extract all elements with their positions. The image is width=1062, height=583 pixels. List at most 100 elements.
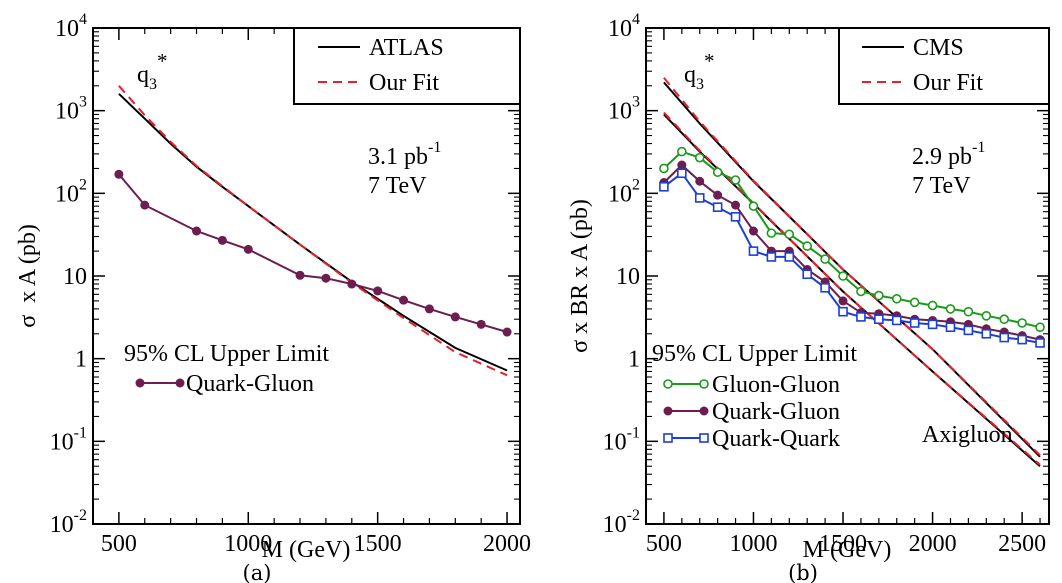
legend-label-our-fit-a: Our Fit <box>369 70 439 96</box>
point-quark-quark-b-1 <box>677 168 687 179</box>
energy-label-b: 7 TeV <box>912 173 971 199</box>
point-quark-quark-b-21 <box>1035 338 1045 348</box>
x-axis-label-a: M (GeV) <box>262 537 351 563</box>
x-tick-label-b-1: 1000 <box>729 531 777 557</box>
energy-label-a: 7 TeV <box>368 173 427 199</box>
point-quark-gluon-a-12 <box>476 319 486 329</box>
panel-caption-b: (b) <box>788 561 818 583</box>
limit-legend-marker-qg-a-2 <box>175 378 185 388</box>
y-axis-label-a: σ x A (pb) <box>15 224 41 328</box>
limit-legend-marker-qq-1 <box>663 433 673 443</box>
point-quark-quark-b-3 <box>712 202 723 212</box>
legend-box-a <box>293 27 521 105</box>
point-quark-gluon-a-5 <box>295 270 305 280</box>
point-quark-gluon-b-1 <box>677 160 687 170</box>
model-label-a: q3* <box>137 49 168 93</box>
point-gluon-gluon-b-16 <box>945 304 956 314</box>
point-gluon-gluon-b-6 <box>766 228 777 238</box>
point-quark-gluon-a-10 <box>424 304 434 314</box>
point-gluon-gluon-b-15 <box>927 300 938 311</box>
point-quark-gluon-a-2 <box>192 226 202 236</box>
point-quark-quark-b-13 <box>891 315 902 326</box>
luminosity-label-a: 3.1 pb-1 <box>368 139 441 170</box>
point-quark-quark-b-17 <box>963 325 974 336</box>
limit-legend-quark-gluon-a: Quark-Gluon <box>135 371 314 397</box>
point-quark-quark-b-9 <box>820 282 830 293</box>
point-quark-gluon-a-9 <box>399 295 409 305</box>
series-quark-quark-b <box>663 171 1041 344</box>
ticks-layer-b: 500 1000 1500 2000 2500 10-2 10-1 1 10 102 103 104 <box>603 11 1049 557</box>
point-quark-gluon-a-0 <box>114 169 124 179</box>
point-gluon-gluon-b-7 <box>784 229 795 240</box>
legend-label-atlas: ATLAS <box>369 35 444 61</box>
x-tick-label-b-0: 500 <box>646 531 682 557</box>
legend-b: CMS Our Fit <box>838 27 1050 105</box>
y-tick-label-b-3: 10 <box>616 264 640 290</box>
point-quark-gluon-a-1 <box>140 200 150 210</box>
limit-legend-marker-qg-a-1 <box>135 378 145 388</box>
point-quark-gluon-a-13 <box>502 327 512 337</box>
x-tick-label-a-0: 500 <box>101 531 137 557</box>
limit-legend-label-gg: Gluon-Gluon <box>712 372 840 398</box>
point-quark-quark-b-2 <box>694 193 705 203</box>
point-quark-quark-b-0 <box>659 181 669 192</box>
point-quark-quark-b-5 <box>748 246 759 256</box>
point-quark-gluon-a-7 <box>347 279 357 289</box>
series-our-fit-axigluon-b <box>663 111 1041 466</box>
point-quark-gluon-a-8 <box>373 286 383 296</box>
point-quark-quark-b-7 <box>784 252 795 262</box>
point-gluon-gluon-b-13 <box>891 293 902 304</box>
point-gluon-gluon-b-17 <box>963 306 974 317</box>
point-quark-gluon-b-10 <box>838 296 848 306</box>
point-gluon-gluon-b-2 <box>694 152 705 163</box>
x-tick-label-a-3: 2000 <box>483 531 531 557</box>
y-tick-label-a-6: 104 <box>55 11 87 42</box>
chart-panel-a: 500 1000 1500 2000 10-2 10-1 1 10 102 103 104 M (G… <box>15 11 531 583</box>
y-tick-label-b-2: 1 <box>628 347 640 373</box>
luminosity-label-b: 2.9 pb-1 <box>912 139 985 170</box>
x-axis-label-b: M (GeV) <box>803 537 892 563</box>
x-tick-label-b-2: 1500 <box>819 531 867 557</box>
point-gluon-gluon-b-21 <box>1035 322 1045 333</box>
point-gluon-gluon-b-12 <box>874 290 884 301</box>
point-quark-gluon-a-3 <box>217 235 227 245</box>
limit-legend-title-b: 95% CL Upper Limit <box>652 341 857 367</box>
series-quark-gluon-a <box>118 173 508 333</box>
chart-panel-b: 500 1000 1500 2000 250010-210-1110102103104 … <box>567 11 1050 583</box>
limit-legend-marker-qq-2 <box>699 433 709 443</box>
point-quark-quark-b-12 <box>874 314 884 325</box>
x-tick-label-b-4: 2500 <box>998 531 1046 557</box>
point-quark-quark-b-19 <box>999 332 1010 343</box>
x-tick-label-a-2: 1500 <box>354 531 402 557</box>
limit-legend-label-qg-b: Quark-Gluon <box>712 399 840 425</box>
limit-legend-quark-gluon-b: Quark-Gluon <box>663 399 840 425</box>
limit-legend-marker-gg-2 <box>699 379 709 389</box>
point-quark-quark-b-18 <box>981 328 992 339</box>
point-gluon-gluon-b-0 <box>659 163 669 174</box>
point-gluon-gluon-b-20 <box>1017 318 1027 328</box>
series-atlas-a <box>118 93 508 372</box>
y-axis-label-b: σ x BR x A (pb) <box>567 199 593 353</box>
y-tick-label-a-2: 1 <box>75 347 87 373</box>
point-gluon-gluon-b-5 <box>748 201 759 211</box>
point-gluon-gluon-b-14 <box>909 297 920 308</box>
point-gluon-gluon-b-19 <box>999 314 1010 325</box>
point-quark-quark-b-20 <box>1017 334 1027 345</box>
limit-legend-marker-qg-b-2 <box>699 406 709 416</box>
model-label-b: q3* <box>684 49 715 93</box>
point-quark-gluon-a-6 <box>321 273 331 283</box>
point-gluon-gluon-b-11 <box>856 286 866 297</box>
y-tick-label-a-0: 10-2 <box>50 507 87 538</box>
series-layer-b <box>659 77 1045 467</box>
series-our-fit-q3-b <box>663 77 1041 456</box>
y-tick-label-a-4: 102 <box>55 176 87 207</box>
point-gluon-gluon-b-3 <box>712 167 723 178</box>
point-quark-quark-b-11 <box>856 312 866 322</box>
limit-legend-label-qg-a: Quark-Gluon <box>186 371 314 397</box>
point-quark-quark-b-10 <box>838 306 848 317</box>
limit-legend-marker-gg-1 <box>663 379 673 389</box>
x-tick-label-a-1: 1000 <box>224 531 272 557</box>
y-tick-label-a-5: 103 <box>55 94 87 125</box>
limit-legend-label-qq: Quark-Quark <box>712 426 840 452</box>
point-quark-gluon-a-11 <box>450 312 460 322</box>
